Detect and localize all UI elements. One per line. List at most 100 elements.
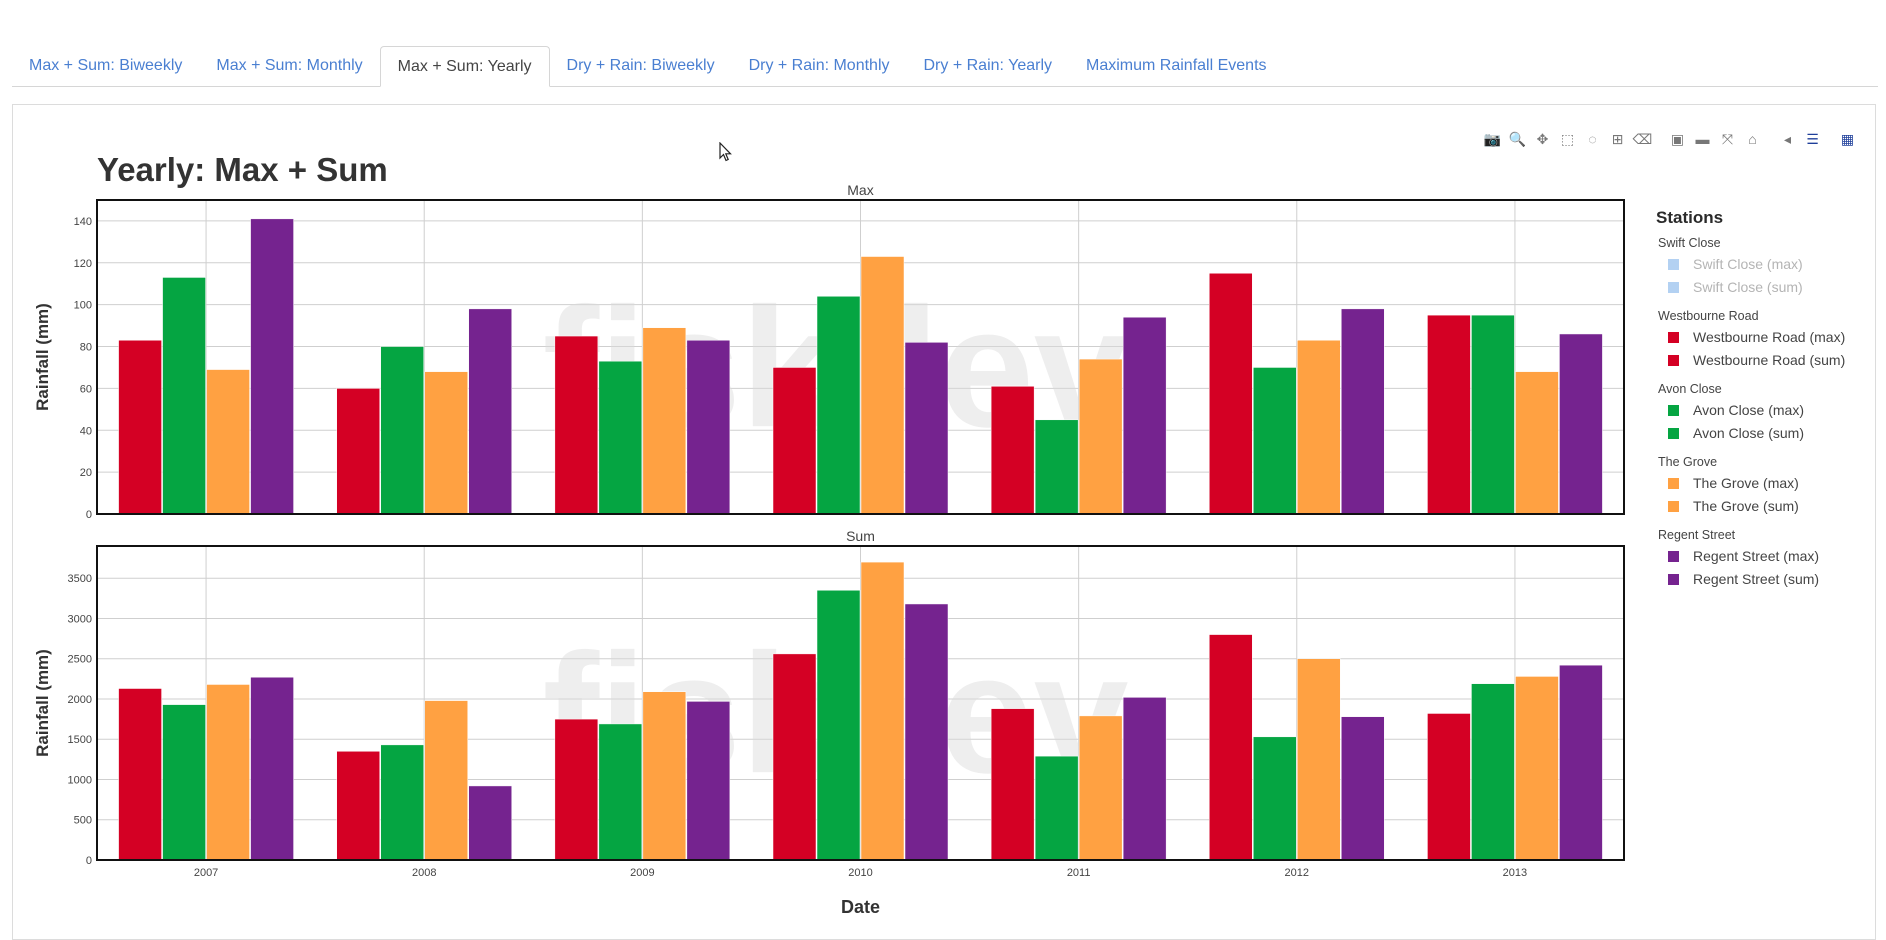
- pan-icon[interactable]: ✥: [1536, 130, 1549, 147]
- bar-the-grove-max-2013: [1515, 371, 1559, 515]
- plotly-logo-icon[interactable]: ▦: [1840, 130, 1855, 147]
- y-tick-label: 60: [80, 383, 92, 395]
- autoscale-icon[interactable]: ⤧: [1721, 130, 1734, 147]
- legend-item-label: Westbourne Road (max): [1693, 329, 1846, 345]
- home-icon[interactable]: ⌂: [1748, 131, 1757, 147]
- y-tick-label: 500: [74, 815, 92, 827]
- tab-dry-rain-biweekly[interactable]: Dry + Rain: Biweekly: [566, 57, 715, 74]
- bar-westbourne-road-sum-2009: [554, 718, 599, 861]
- legend-item-swift-close-sum[interactable]: Swift Close (sum): [1656, 276, 1876, 299]
- x-tick-label: 2013: [1503, 867, 1527, 879]
- camera-icon[interactable]: 📷: [1483, 130, 1502, 147]
- legend: Stations Swift Close Swift Close (max) Swi…: [1656, 208, 1876, 599]
- legend-item-label: Swift Close (max): [1693, 256, 1803, 272]
- legend-swatch: [1668, 405, 1679, 416]
- legend-group-westbourne-road: Westbourne Road Westbourne Road (max) West…: [1656, 307, 1876, 372]
- legend-group-title: Regent Street: [1658, 528, 1736, 542]
- bar-westbourne-road-sum-2011: [990, 708, 1035, 861]
- legend-item-label: The Grove (sum): [1693, 498, 1799, 514]
- plus-icon[interactable]: ▣: [1670, 130, 1685, 147]
- tab-max-sum-monthly[interactable]: Max + Sum: Monthly: [216, 57, 363, 74]
- legend-item-the-grove-sum[interactable]: The Grove (sum): [1656, 495, 1876, 518]
- y-tick-label: 140: [74, 216, 92, 228]
- chart: Yearly: Max + SumMax020406080100120140fi…: [33, 151, 1625, 917]
- legend-item-the-grove-max[interactable]: The Grove (max): [1656, 472, 1876, 495]
- zoom-in-icon[interactable]: ⊞: [1611, 130, 1624, 147]
- bar-avon-close-sum-2008: [380, 744, 424, 861]
- legend-title: Stations: [1656, 208, 1724, 227]
- tab-maximum-rainfall-events[interactable]: Maximum Rainfall Events: [1086, 57, 1267, 74]
- bar-westbourne-road-max-2008: [336, 388, 380, 515]
- subplot-title-sum: Sum: [846, 528, 875, 544]
- bar-avon-close-max-2008: [380, 346, 424, 515]
- legend-swatch: [1668, 355, 1679, 366]
- bar-the-grove-sum-2009: [642, 691, 687, 861]
- tab-max-sum-yearly[interactable]: Max + Sum: Yearly: [379, 46, 550, 87]
- bar-avon-close-sum-2010: [816, 590, 861, 861]
- bar-the-grove-max-2007: [206, 369, 250, 515]
- legend-item-westbourne-road-max[interactable]: Westbourne Road (max): [1656, 326, 1876, 349]
- lasso-select-icon[interactable]: ◌: [1588, 131, 1597, 147]
- legend-group-title: Swift Close: [1658, 236, 1721, 250]
- legend-item-label: Avon Close (max): [1693, 402, 1805, 418]
- y-tick-label: 80: [80, 342, 92, 354]
- compare-data-icon[interactable]: ☰: [1806, 130, 1819, 147]
- bar-regent-street-sum-2013: [1559, 664, 1603, 861]
- legend-item-westbourne-road-sum[interactable]: Westbourne Road (sum): [1656, 349, 1876, 372]
- bar-regent-street-sum-2007: [250, 676, 294, 861]
- legend-item-swift-close-max[interactable]: Swift Close (max): [1656, 253, 1876, 276]
- legend-swatch: [1668, 501, 1679, 512]
- legend-item-label: Regent Street (sum): [1693, 571, 1820, 587]
- tab-dry-rain-yearly[interactable]: Dry + Rain: Yearly: [923, 57, 1053, 74]
- x-tick-label: 2011: [1067, 867, 1091, 879]
- eraser-icon[interactable]: ⌫: [1632, 130, 1653, 147]
- plot-frame: [96, 199, 1625, 515]
- legend-group-title: The Grove: [1658, 455, 1718, 469]
- y-tick-label: 40: [80, 425, 92, 437]
- bar-avon-close-max-2011: [1034, 419, 1079, 515]
- bar-the-grove-sum-2007: [206, 684, 250, 861]
- legend-item-avon-close-max[interactable]: Avon Close (max): [1656, 399, 1876, 422]
- legend-item-avon-close-sum[interactable]: Avon Close (sum): [1656, 422, 1876, 445]
- bar-avon-close-max-2007: [162, 277, 206, 515]
- x-axis-label: Date: [841, 897, 880, 917]
- y-tick-label: 20: [80, 467, 92, 479]
- legend-item-regent-street-sum[interactable]: Regent Street (sum): [1656, 568, 1876, 591]
- legend-group-title: Westbourne Road: [1658, 309, 1759, 323]
- bar-westbourne-road-sum-2010: [772, 653, 817, 861]
- spike-lines-icon[interactable]: ◂: [1783, 130, 1792, 147]
- y-tick-label: 1000: [68, 774, 92, 786]
- bar-regent-street-sum-2008: [468, 785, 512, 861]
- bar-avon-close-sum-2007: [162, 704, 206, 861]
- bar-westbourne-road-sum-2012: [1209, 634, 1253, 861]
- zoom-icon[interactable]: 🔍: [1508, 130, 1527, 147]
- bar-avon-close-max-2013: [1471, 314, 1515, 515]
- tab-dry-rain-monthly[interactable]: Dry + Rain: Monthly: [748, 57, 890, 74]
- bar-westbourne-road-sum-2013: [1427, 713, 1471, 861]
- y-tick-label: 2500: [68, 654, 92, 666]
- legend-swatch: [1668, 332, 1679, 343]
- bar-westbourne-road-max-2007: [118, 340, 162, 515]
- minus-icon[interactable]: ▬: [1695, 131, 1710, 147]
- bar-westbourne-road-max-2011: [990, 386, 1035, 515]
- y-axis-label: Rainfall (mm): [33, 649, 52, 757]
- tab-max-sum-biweekly[interactable]: Max + Sum: Biweekly: [29, 57, 183, 74]
- bar-regent-street-sum-2011: [1122, 697, 1167, 861]
- bar-regent-street-sum-2010: [904, 603, 949, 861]
- y-tick-label: 0: [86, 855, 92, 867]
- bar-the-grove-max-2011: [1078, 358, 1123, 515]
- bar-regent-street-max-2007: [250, 218, 294, 515]
- y-tick-label: 120: [74, 258, 92, 270]
- x-tick-label: 2008: [412, 867, 436, 879]
- y-tick-label: 0: [86, 509, 92, 521]
- bar-westbourne-road-max-2012: [1209, 273, 1253, 515]
- legend-item-label: Swift Close (sum): [1693, 279, 1803, 295]
- legend-swatch: [1668, 551, 1679, 562]
- legend-item-label: The Grove (max): [1693, 475, 1799, 491]
- legend-group-regent-street: Regent Street Regent Street (max) Regent S…: [1656, 526, 1876, 591]
- legend-swatch: [1668, 478, 1679, 489]
- box-select-icon[interactable]: ⬚: [1560, 130, 1575, 147]
- bar-regent-street-sum-2009: [686, 701, 731, 861]
- legend-item-label: Regent Street (max): [1693, 548, 1820, 564]
- legend-item-regent-street-max[interactable]: Regent Street (max): [1656, 545, 1876, 568]
